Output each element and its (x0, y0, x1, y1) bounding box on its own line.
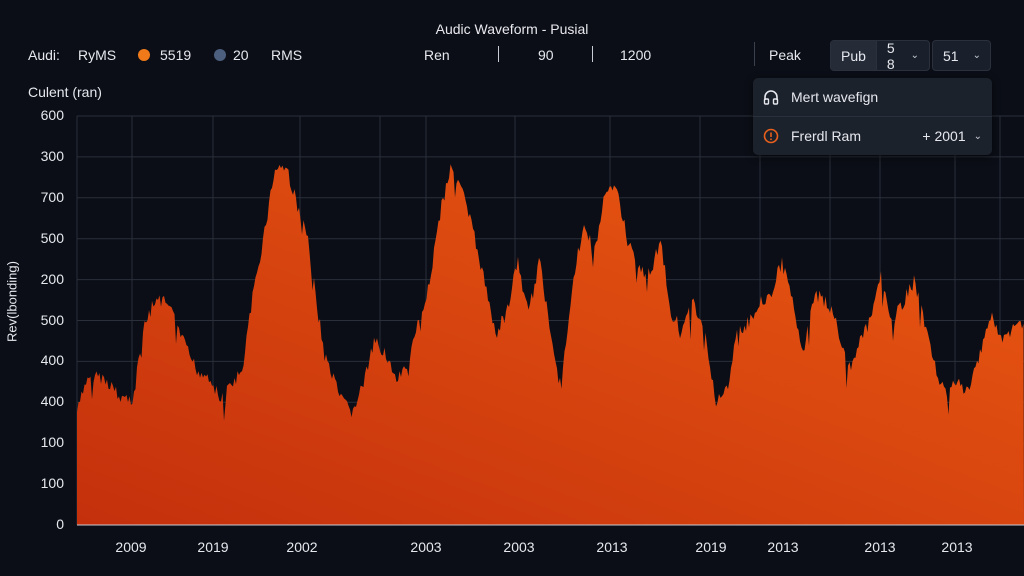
x-tick-label: 2013 (596, 539, 628, 555)
y-tick-label: 400 (40, 352, 64, 369)
x-tick-label: 2019 (197, 539, 229, 555)
menu-item-label: Mert wavefign (791, 89, 879, 105)
pub-label: Pub (841, 47, 866, 64)
y-tick-label: 500 (40, 311, 64, 328)
y-tick-label: 300 (40, 147, 64, 164)
chevron-down-icon: ⌄ (910, 50, 919, 61)
x-tick-label: 2013 (864, 539, 896, 555)
menu-item-value: + 2001 (922, 128, 966, 144)
peak-label: Peak (769, 47, 801, 63)
pub-button[interactable]: Pub (831, 41, 877, 70)
y-tick-label: 500 (40, 229, 64, 246)
stat-1200: 1200 (620, 47, 652, 63)
y-tick-label: 400 (40, 393, 64, 410)
menu-item-waveform[interactable]: Mert wavefign (753, 78, 992, 116)
chart-subtitle: Culent (ran) (28, 84, 102, 100)
y-axis-label: Rev(lbonding) (4, 261, 20, 342)
x-tick-label: 2013 (767, 539, 799, 555)
legend-dot-orange (138, 49, 150, 61)
y-tick-label: 600 (40, 107, 64, 123)
menu-item-label: Frerdl Ram (791, 128, 862, 144)
y-tick-label: 700 (40, 188, 64, 205)
headphones-icon (763, 89, 781, 105)
x-tick-label: 2009 (115, 539, 147, 555)
control-group: Pub 5 8 ⌄ (830, 39, 930, 72)
legend-item-ryms: RyMS (78, 47, 117, 63)
x-tick-label: 2003 (410, 539, 442, 555)
chevron-down-icon: ⌄ (972, 50, 981, 61)
divider (498, 46, 499, 62)
divider (592, 46, 593, 62)
y-tick-label: 0 (56, 516, 64, 532)
waveform-area (77, 164, 1024, 525)
waveform-menu: Mert wavefign Frerdl Ram + 2001 ⌄ (753, 78, 992, 155)
legend-item-blue: 20 (233, 47, 249, 63)
menu-item-ram[interactable]: Frerdl Ram + 2001 ⌄ (753, 116, 992, 155)
x-tick-label: 2002 (286, 539, 318, 555)
channel-dropdown[interactable]: 51 ⌄ (932, 40, 991, 71)
channel-select[interactable]: 51 ⌄ (933, 41, 991, 70)
legend-dot-blue (214, 49, 226, 61)
x-tick-label: 2003 (503, 539, 535, 555)
alert-icon (763, 128, 781, 144)
stat-ren: Ren (424, 47, 450, 63)
divider (754, 42, 755, 66)
chevron-down-icon: ⌄ (973, 130, 982, 142)
chart-title: Audic Waveform - Pusial (435, 21, 589, 37)
y-tick-label: 100 (40, 475, 64, 492)
stat-90: 90 (538, 47, 554, 63)
rate-value: 5 8 (886, 39, 895, 72)
legend-item-orange: 5519 (160, 47, 192, 63)
channel-value: 51 (943, 47, 959, 64)
x-tick-label: 2019 (695, 539, 727, 555)
y-tick-label: 200 (40, 270, 64, 287)
rate-dropdown[interactable]: 5 8 ⌄ (877, 39, 929, 72)
legend-item-rms: RMS (271, 47, 303, 63)
y-tick-label: 100 (40, 434, 64, 451)
legend-prefix: Audi: (28, 47, 60, 63)
x-tick-label: 2013 (941, 539, 973, 555)
